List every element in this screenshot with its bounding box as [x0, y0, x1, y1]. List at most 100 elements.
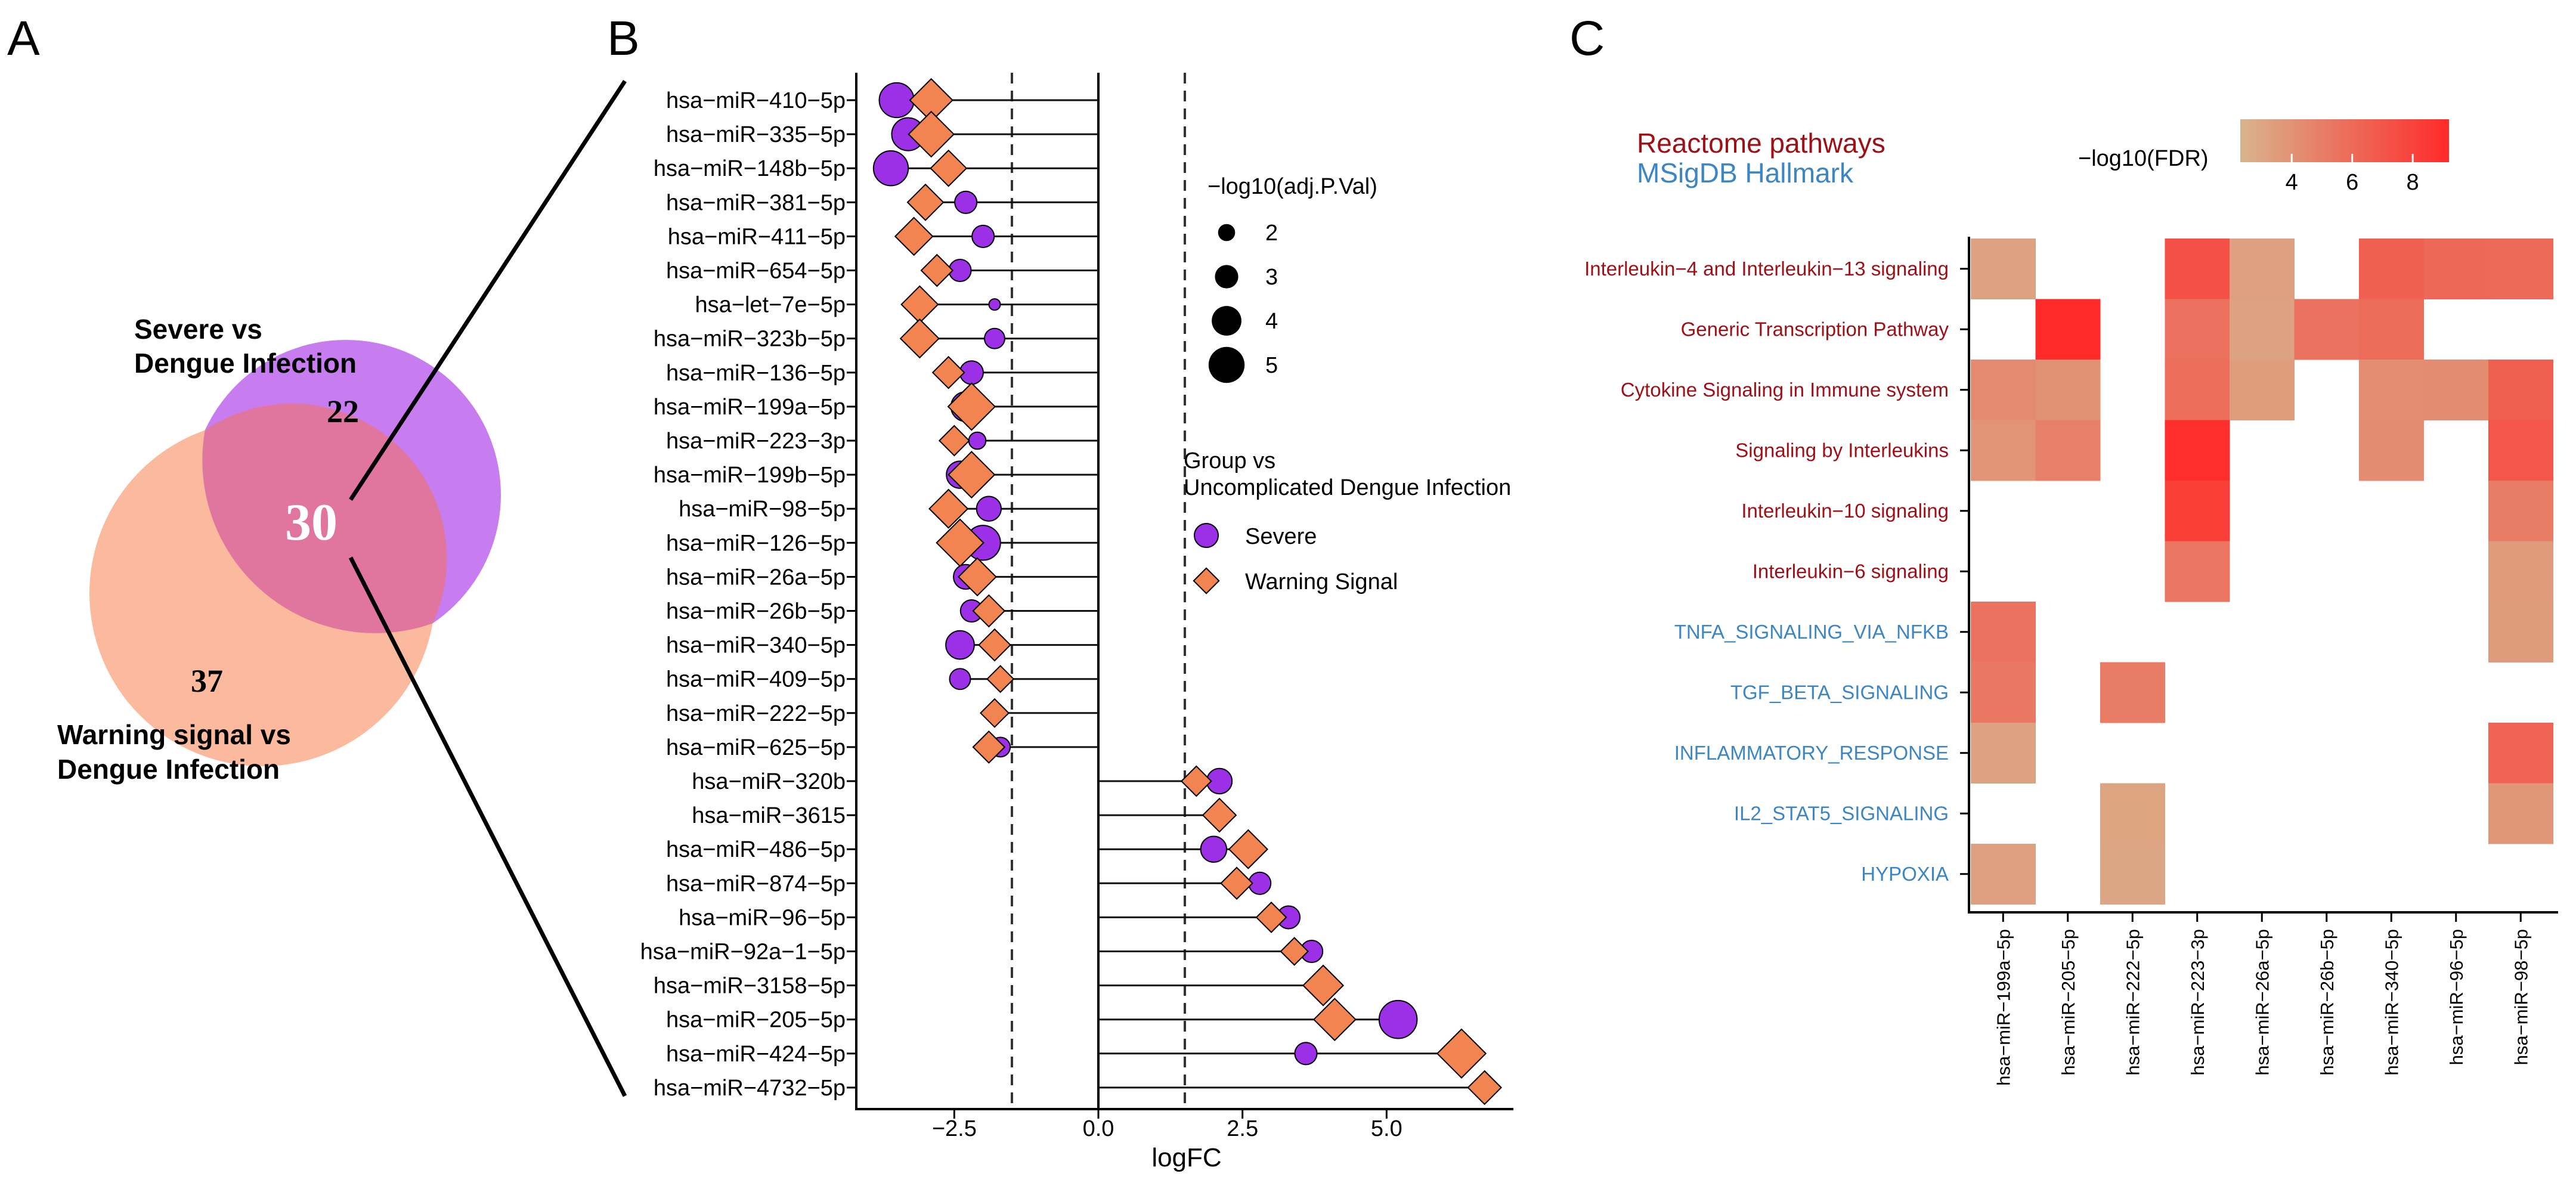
severe-point	[1200, 835, 1228, 863]
size-legend-label: 3	[1265, 265, 1278, 290]
mirna-label: hsa−miR−3615	[692, 803, 846, 828]
mirna-column-label: hsa−miR−199a−5p	[1993, 929, 2014, 1086]
heatmap-cell	[2230, 360, 2295, 420]
heatmap-color-bar	[2240, 119, 2449, 162]
venn-overlap-region	[202, 403, 447, 633]
warning-point	[906, 183, 945, 221]
warning-point	[1312, 998, 1357, 1042]
heatmap-cell	[2488, 783, 2553, 844]
mirna-label: hsa−miR−199a−5p	[654, 395, 846, 420]
severe-point	[976, 496, 1002, 522]
mirna-label: hsa−miR−381−5p	[666, 190, 846, 215]
mirna-label: hsa−miR−199b−5p	[654, 463, 846, 488]
severe-point	[945, 630, 975, 660]
mirna-column-label: hsa−miR−26b−5p	[2317, 929, 2337, 1076]
warning-point	[972, 730, 1006, 764]
warning-point	[958, 557, 997, 597]
venn-set2-label-line1: Warning signal vs	[57, 719, 291, 750]
heatmap-legend-title: −log10(FDR)	[2078, 146, 2209, 171]
heatmap-cell	[1971, 420, 2036, 481]
size-legend-dot	[1215, 265, 1239, 289]
warning-point	[972, 594, 1006, 628]
heatmap-cell	[2035, 360, 2101, 420]
x-tick-label: 5.0	[1371, 1116, 1402, 1141]
mirna-label: hsa−miR−4732−5p	[654, 1076, 846, 1101]
pathway-label: Cytokine Signaling in Immune system	[1621, 379, 1949, 401]
heatmap-cell	[2100, 662, 2165, 723]
mirna-column-label: hsa−miR−340−5p	[2381, 929, 2402, 1076]
mirna-label: hsa−miR−411−5p	[668, 224, 846, 249]
group-legend-title-line1: Group vs	[1184, 448, 1275, 473]
warning-point	[900, 285, 939, 324]
mirna-label: hsa−miR−625−5p	[666, 735, 846, 760]
mirna-label: hsa−miR−409−5p	[666, 667, 846, 692]
group-legend: Group vs Uncomplicated Dengue Infection …	[1184, 448, 1511, 594]
warning-point	[1202, 797, 1237, 833]
warning-point	[931, 355, 965, 389]
heatmap-cell	[2488, 541, 2553, 602]
threshold-lines	[1011, 73, 1186, 1108]
heatmap-cell	[2488, 360, 2553, 420]
mirna-label: hsa−miR−654−5p	[666, 259, 846, 284]
heatmap-column-labels: hsa−miR−199a−5p hsa−miR−205−5p hsa−miR−222…	[1993, 912, 2531, 1086]
heatmap-cell	[2294, 299, 2360, 360]
x-tick-label: 0.0	[1083, 1116, 1114, 1141]
color-bar-tick-label: 6	[2346, 170, 2358, 195]
heatmap-cell	[2488, 239, 2553, 299]
venn-set2-label-line2: Dengue Infection	[57, 754, 280, 785]
severe-point	[878, 82, 915, 119]
heatmap-cell	[1971, 723, 2036, 784]
heatmap-cell	[2165, 360, 2230, 420]
pathway-label: Signaling by Interleukins	[1735, 439, 1949, 461]
pathway-label: HYPOXIA	[1861, 863, 1949, 885]
heatmap-cell	[2035, 420, 2101, 481]
pathway-label: TGF_BETA_SIGNALING	[1730, 681, 1949, 703]
heatmap-cell	[2359, 420, 2424, 481]
size-legend: −log10(adj.P.Val) 2 3 4 5	[1208, 174, 1377, 383]
warning-point	[947, 382, 996, 431]
heatmap-cell	[2359, 299, 2424, 360]
warning-point	[986, 665, 1015, 693]
heatmap-cells	[1971, 239, 2553, 905]
warning-point	[930, 149, 968, 187]
heatmap-cell	[1971, 239, 2036, 299]
logfc-axis: −2.5 0.0 2.5 5.0	[855, 73, 1513, 1141]
legend-warning-label: Warning Signal	[1245, 569, 1398, 594]
warning-point	[894, 216, 934, 256]
size-legend-title: −log10(adj.P.Val)	[1208, 174, 1377, 199]
pathway-label: Generic Transcription Pathway	[1681, 318, 1949, 340]
size-legend-label: 4	[1265, 309, 1278, 334]
mirna-column-label: hsa−miR−205−5p	[2058, 929, 2079, 1076]
heatmap-cell	[2359, 360, 2424, 420]
warning-point	[1228, 829, 1268, 869]
heatmap-cell	[2488, 602, 2553, 662]
venn-set1-label-line1: Severe vs	[134, 314, 262, 345]
warning-point	[899, 318, 940, 359]
warning-point	[978, 628, 1011, 662]
mirna-label: hsa−miR−335−5p	[666, 122, 846, 147]
heatmap-cell	[2488, 420, 2553, 481]
heatmap-legend-ticks: 4 6 8	[2286, 154, 2419, 195]
mirna-label: hsa−miR−98−5p	[679, 497, 846, 522]
mirna-label: hsa−miR−424−5p	[666, 1042, 846, 1067]
heatmap-cell	[2488, 481, 2553, 541]
venn-set1-label-line2: Dengue Infection	[134, 348, 357, 379]
group-legend-title-line2: Uncomplicated Dengue Infection	[1184, 475, 1511, 500]
heatmap-title-reactome: Reactome pathways	[1637, 128, 1885, 159]
warning-point	[948, 451, 996, 499]
size-legend-label: 5	[1265, 353, 1278, 378]
panel-letter-c: C	[1569, 11, 1605, 66]
heatmap-cell	[1971, 844, 2036, 905]
severe-point	[988, 298, 1001, 311]
warning-point	[920, 253, 954, 287]
mirna-label: hsa−miR−340−5p	[666, 633, 846, 658]
mirna-label: hsa−miR−323b−5p	[654, 327, 846, 352]
size-legend-dot	[1208, 346, 1245, 383]
warning-point	[908, 110, 955, 158]
heatmap-row-labels: Interleukin−4 and Interleukin−13 signali…	[1584, 258, 1969, 885]
pathway-label: Interleukin−4 and Interleukin−13 signali…	[1584, 258, 1949, 280]
venn-set1-only-count: 22	[327, 394, 359, 429]
mirna-label: hsa−miR−205−5p	[666, 1008, 846, 1033]
pathway-label: Interleukin−6 signaling	[1753, 560, 1949, 582]
